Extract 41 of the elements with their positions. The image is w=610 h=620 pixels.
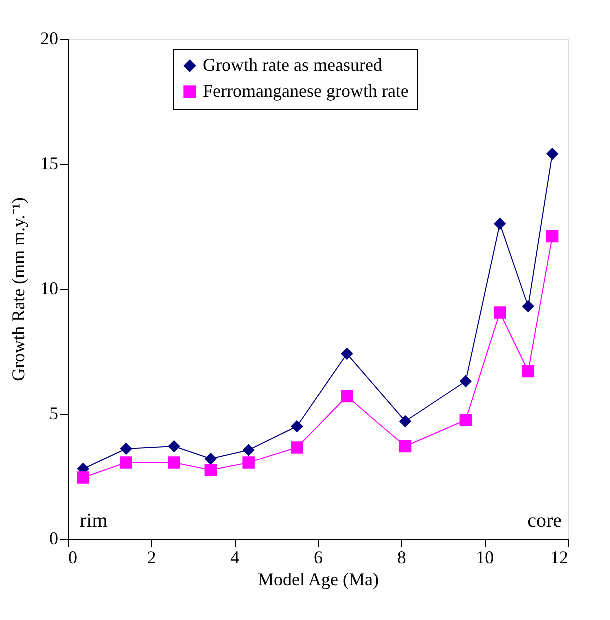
legend-label: Growth rate as measured <box>203 55 382 75</box>
x-tick-label: 4 <box>230 548 240 568</box>
x-tick-label: 12 <box>550 548 568 568</box>
point <box>242 456 255 469</box>
y-tick-label: 0 <box>50 528 58 548</box>
point <box>494 218 506 230</box>
annotation: core <box>528 510 562 532</box>
y-tick-label: 5 <box>50 404 58 424</box>
point <box>546 148 559 160</box>
y-tick-label: 15 <box>40 154 58 174</box>
point <box>522 365 535 378</box>
point <box>494 306 506 319</box>
x-tick-label: 6 <box>314 548 323 568</box>
x-axis-title: Model Age (Ma) <box>258 570 379 590</box>
point <box>460 375 472 388</box>
point <box>168 440 180 453</box>
point <box>522 300 535 313</box>
point <box>204 464 218 476</box>
legend-label: Ferromanganese growth rate <box>203 81 409 101</box>
annotation: rim <box>80 510 108 532</box>
point <box>168 456 180 469</box>
y-axis-title: Growth Rate (mm m.y.⁻¹) <box>8 198 28 382</box>
point <box>546 230 559 243</box>
point <box>77 472 90 484</box>
point <box>120 442 132 456</box>
x-tick-label: 2 <box>147 548 156 568</box>
point <box>399 415 412 428</box>
point <box>399 440 412 453</box>
x-tick-label: 10 <box>476 548 494 568</box>
point <box>120 456 132 469</box>
y-tick-label: 20 <box>40 28 58 48</box>
point <box>291 420 304 433</box>
x-tick-label: 0 <box>68 548 78 568</box>
y-tick-label: 10 <box>40 278 58 298</box>
point <box>291 442 304 454</box>
point <box>341 390 354 403</box>
point <box>242 444 255 456</box>
point <box>341 348 354 360</box>
point <box>460 414 472 426</box>
x-tick-label: 8 <box>397 548 406 568</box>
point <box>204 452 218 466</box>
